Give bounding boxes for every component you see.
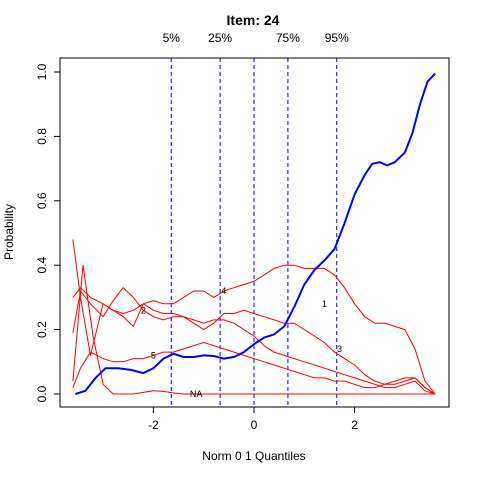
curve-label-3: 3 — [337, 344, 342, 354]
x-axis-title: Norm 0 1 Quantiles — [202, 449, 305, 463]
curve-label-2: 2 — [141, 305, 146, 315]
quantile-label: 95% — [325, 31, 349, 45]
curve-5 — [72, 342, 436, 395]
quantile-label: 75% — [276, 31, 300, 45]
y-tick-label: 0.2 — [35, 321, 49, 338]
curve-label-1: 1 — [322, 299, 327, 309]
y-tick-label: 0.8 — [35, 128, 49, 145]
curve-2 — [72, 239, 436, 395]
x-tick-label: -2 — [148, 418, 159, 432]
chart-title: Item: 24 — [227, 12, 280, 28]
x-axis: -2 0 2 — [148, 407, 358, 432]
curve-label-5: 5 — [151, 350, 156, 360]
x-tick-label: 2 — [351, 418, 358, 432]
quantile-label: 5% — [163, 31, 181, 45]
quantile-label: 25% — [208, 31, 232, 45]
y-tick-label: 0.0 — [35, 385, 49, 402]
response-curves — [72, 72, 436, 395]
y-tick-label: 1.0 — [35, 63, 49, 80]
y-axis-title: Probability — [2, 204, 16, 260]
curve-label-4: 4 — [221, 286, 226, 296]
curve-1 — [75, 72, 436, 395]
y-tick-label: 0.6 — [35, 192, 49, 209]
quantile-lines — [170, 58, 338, 407]
curve-label-na: NA — [190, 389, 203, 399]
y-tick-label: 0.4 — [35, 257, 49, 274]
curve-labels: 1 2 3 4 5 NA — [141, 286, 342, 399]
y-axis: 0.0 0.2 0.4 0.6 0.8 1.0 — [35, 63, 60, 402]
curve-na — [72, 264, 436, 395]
curve-4 — [72, 264, 436, 395]
x-tick-label: 0 — [251, 418, 258, 432]
curve-3 — [72, 287, 436, 395]
quantile-labels: 5% 25% 75% 95% — [163, 31, 349, 45]
